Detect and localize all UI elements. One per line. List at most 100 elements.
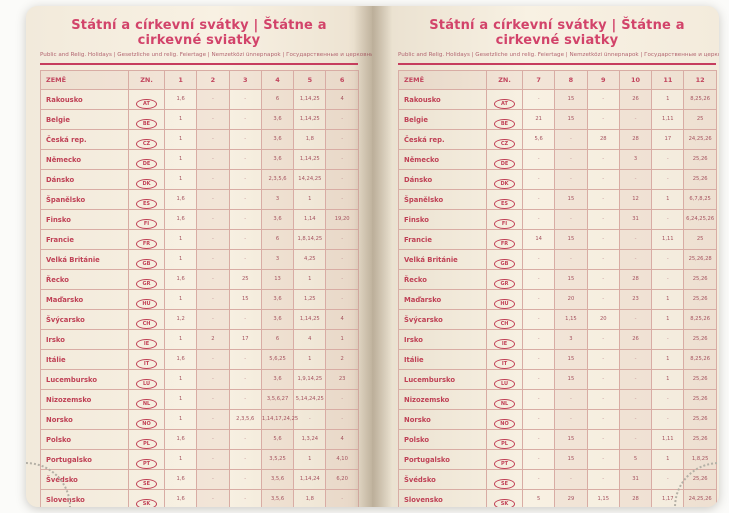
holiday-cell: 5 (521, 489, 556, 507)
country-code-cell: AT (486, 89, 523, 110)
holiday-cell: - (196, 149, 230, 170)
holiday-cell: 1,15 (554, 309, 588, 330)
holiday-cell: - (618, 389, 653, 410)
holiday-cell: 15 (554, 449, 588, 470)
holiday-cell: - (196, 429, 230, 450)
table-row: Řecko GR 1,6-25 13 1- (40, 269, 359, 290)
holiday-cell: 25,26 (683, 409, 717, 430)
holiday-cell: - (325, 129, 359, 150)
holiday-cell: 2 (196, 329, 230, 350)
holiday-cell: - (196, 389, 230, 410)
holiday-cell: 1,6 (163, 489, 198, 507)
holiday-cell: - (586, 149, 620, 170)
column-header-code: ZN. (128, 70, 165, 90)
table-row: Maďarsko HU -20-23 1 25,26 (398, 289, 717, 310)
holiday-cell: 1 (163, 409, 198, 430)
holiday-cell: 15 (554, 229, 588, 250)
holiday-cell: 5 (618, 449, 653, 470)
holiday-cell: - (228, 189, 262, 210)
table-row: Portugalsko PT -15-5 1 1,8,25 (398, 449, 717, 470)
country-name: Francie (398, 229, 487, 250)
page-subtitle: Public and Relig. Holidays | Gesetzliche… (398, 52, 719, 58)
holiday-cell: 25,26 (683, 389, 717, 410)
holiday-cell: - (521, 409, 556, 430)
holiday-cell: - (651, 169, 685, 190)
holiday-cell: 1 (293, 449, 327, 470)
country-code-cell: IE (486, 329, 523, 350)
holiday-cell: - (228, 489, 262, 507)
country-name: Velká Británie (40, 249, 129, 270)
table-row: Švédsko SE - - -31-25,26 (398, 469, 717, 490)
holiday-cell: 6,20 (325, 469, 359, 490)
country-code-badge: NO (136, 419, 157, 429)
column-header-month: 2 (196, 70, 230, 90)
holiday-cell: 1,17 (651, 489, 685, 507)
holiday-cell: - (293, 409, 327, 430)
holiday-cell: 24,25,26 (683, 489, 717, 507)
holiday-cell: - (554, 149, 588, 170)
table-row: Slovensko SK 5 29 1,15 28 1,17 24,25,26 (398, 489, 717, 507)
table-row: Francie FR 14 15- -1,11 25 (398, 229, 717, 250)
holiday-cell: 5,6 (260, 429, 295, 450)
holiday-cell: 1,14,24 (293, 469, 327, 490)
country-code-cell: BE (486, 109, 523, 130)
holiday-cell: 15 (554, 189, 588, 210)
country-code-cell: ES (486, 189, 523, 210)
holiday-cell: 1 (293, 269, 327, 290)
country-code-cell: ES (128, 189, 165, 210)
holiday-cell: 25 (683, 109, 717, 130)
holiday-cell: 1 (163, 289, 198, 310)
holiday-cell: 15 (554, 109, 588, 130)
country-code-cell: IE (128, 329, 165, 350)
holiday-cell: - (228, 389, 262, 410)
table-row: Norsko NO 1-2,3,5,6 1,14,17,24,25- - (40, 409, 359, 430)
holiday-cell: - (618, 229, 653, 250)
country-code-cell: PL (128, 429, 165, 450)
table-row: Dánsko DK 1- -2,3,5,6 14,24,25- (40, 169, 359, 190)
country-name: Maďarsko (398, 289, 487, 310)
holiday-cell: 29 (554, 489, 588, 507)
holiday-cell: 6 (260, 89, 295, 110)
holiday-cell: 1 (651, 289, 685, 310)
holiday-cell: - (521, 269, 556, 290)
left-sheet: Státní a církevní svátky | Štátne a cirk… (40, 18, 412, 507)
holiday-cell: 3 (618, 149, 653, 170)
column-header-month: 9 (586, 70, 620, 90)
table-row: Španělsko ES 1,6- -3 1- (40, 189, 359, 210)
country-code-badge: FI (136, 219, 157, 229)
holiday-cell: - (196, 209, 230, 230)
holiday-cell: 4 (325, 89, 359, 110)
column-header-month: 11 (651, 70, 685, 90)
holiday-cell: - (228, 309, 262, 330)
holiday-cell: 25,26 (683, 469, 717, 490)
column-header-month: 10 (618, 70, 653, 90)
country-code-badge: FR (494, 239, 515, 249)
holiday-cell: - (196, 349, 230, 370)
country-code-badge: NL (136, 399, 157, 409)
holiday-cell: 3,6 (260, 129, 295, 150)
holiday-cell: 1,14,25 (293, 149, 327, 170)
holiday-cell: 1 (163, 229, 198, 250)
holiday-cell: - (521, 329, 556, 350)
holiday-cell: - (554, 249, 588, 270)
holiday-cell: - (586, 189, 620, 210)
country-code-cell: NL (128, 389, 165, 410)
country-name: Lucembursko (398, 369, 487, 390)
holiday-cell: 20 (586, 309, 620, 330)
country-code-badge: HU (494, 299, 515, 309)
holiday-cell: - (196, 309, 230, 330)
holiday-cell: - (586, 249, 620, 270)
holiday-cell: 1,15 (586, 489, 620, 507)
holiday-cell: 1,8 (293, 489, 327, 507)
country-code-cell: AT (128, 89, 165, 110)
holiday-cell: 15 (554, 429, 588, 450)
country-code-badge: LU (136, 379, 157, 389)
holiday-cell: 15 (554, 89, 588, 110)
holiday-cell: 3 (554, 329, 588, 350)
holiday-cell: 25,26 (683, 329, 717, 350)
holiday-cell: - (586, 429, 620, 450)
country-name: Dánsko (40, 169, 129, 190)
holiday-cell: - (618, 169, 653, 190)
country-name: Velká Británie (398, 249, 487, 270)
